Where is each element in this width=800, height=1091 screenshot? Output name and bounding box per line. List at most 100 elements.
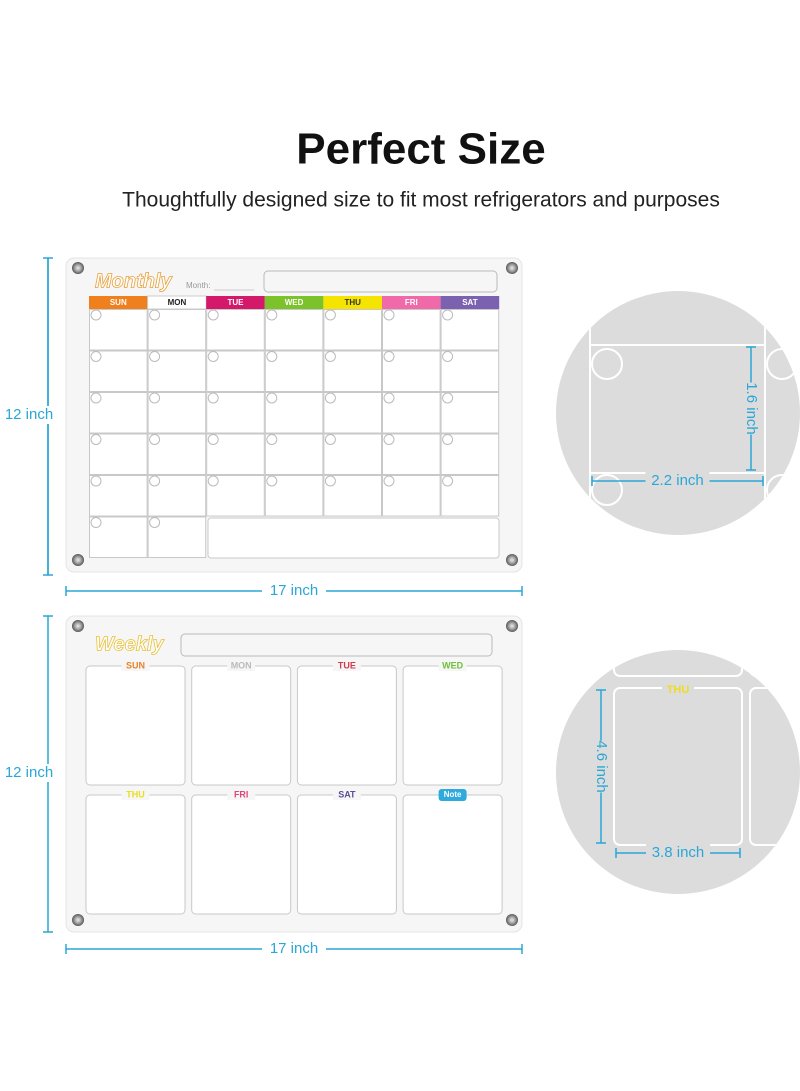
day-cell	[296, 794, 397, 915]
date-circle	[383, 309, 395, 321]
day-cell	[440, 350, 500, 392]
title: Perfect Size	[296, 125, 545, 174]
label-bg	[332, 790, 361, 800]
label-bg	[645, 472, 710, 490]
date-circle	[149, 392, 161, 404]
date-circle	[324, 392, 336, 404]
day-cell	[191, 665, 292, 786]
day-label: THU	[667, 684, 690, 696]
day-label: FRI	[234, 789, 249, 799]
day-label: THU	[126, 789, 145, 799]
month-label: Month:	[186, 281, 210, 290]
label-bg	[262, 582, 326, 600]
dimension-label: 1.6 inch	[743, 382, 760, 435]
date-circle	[266, 351, 278, 362]
date-circle	[90, 475, 102, 487]
date-circle	[383, 434, 395, 445]
day-cell	[264, 309, 324, 351]
day-cell	[89, 475, 148, 517]
day-cell	[191, 794, 292, 915]
label-bg	[662, 683, 694, 695]
day-cell	[206, 350, 265, 392]
date-circle	[442, 351, 454, 362]
logo: Monthly	[95, 270, 173, 292]
day-cell	[402, 665, 503, 786]
day-cell	[440, 392, 500, 434]
date-circle	[383, 351, 395, 362]
date-circle	[207, 392, 219, 404]
day-cell	[89, 516, 148, 558]
day-label: SUN	[126, 660, 145, 670]
day-cell	[323, 350, 382, 392]
day-cell	[89, 350, 148, 392]
day-cell	[382, 350, 441, 392]
date-circle	[90, 309, 102, 321]
zoom-circle	[556, 291, 800, 535]
date-circle	[149, 309, 161, 321]
day-cell	[147, 350, 207, 392]
note-pill	[438, 789, 467, 801]
logo: Weekly	[95, 633, 164, 655]
date-circle	[324, 309, 336, 321]
date-circle	[149, 517, 161, 528]
day-cell	[382, 475, 441, 517]
day-cell	[206, 392, 265, 434]
dimension-label: 17 inch	[270, 582, 318, 599]
label-bg	[121, 661, 150, 671]
day-cell	[296, 665, 397, 786]
date-circle	[442, 392, 454, 404]
date-circle	[324, 351, 336, 362]
date-circle	[266, 392, 278, 404]
date-circle	[383, 475, 395, 487]
day-cell	[382, 309, 441, 351]
date-circle	[90, 434, 102, 445]
dimension-label: 12 inch	[5, 406, 53, 423]
date-circle	[207, 475, 219, 487]
note-box	[180, 633, 493, 657]
day-cell	[206, 433, 265, 475]
day-label: TUE	[338, 660, 356, 670]
day-cell	[89, 433, 148, 475]
date-circle	[591, 474, 623, 506]
day-cell	[147, 392, 207, 434]
date-circle	[266, 309, 278, 321]
date-circle	[90, 392, 102, 404]
day-label: MON	[168, 298, 187, 307]
day-cell	[206, 309, 265, 351]
date-circle	[207, 351, 219, 362]
cell-outline	[613, 650, 743, 677]
dimension-label: 4.6 inch	[593, 740, 610, 793]
day-cell	[206, 475, 265, 517]
date-circle	[207, 434, 219, 445]
day-cell	[402, 794, 503, 915]
date-circle	[90, 351, 102, 362]
day-cell	[264, 350, 324, 392]
day-header	[264, 296, 324, 309]
screw	[506, 914, 518, 926]
day-header	[206, 296, 265, 309]
day-cell	[323, 309, 382, 351]
day-cell	[147, 516, 207, 558]
day-label: SAT	[338, 789, 356, 799]
day-header	[323, 296, 382, 309]
day-cell	[264, 392, 324, 434]
date-circle	[324, 434, 336, 445]
label-bg	[227, 661, 256, 671]
label-bg	[227, 790, 256, 800]
label-bg	[262, 940, 326, 958]
screw	[72, 914, 84, 926]
label-bg	[742, 382, 760, 435]
day-cell	[323, 433, 382, 475]
date-circle	[266, 434, 278, 445]
dimension-label: 12 inch	[5, 764, 53, 781]
day-label: SUN	[110, 298, 127, 307]
screw	[506, 620, 518, 632]
label-bg	[0, 406, 60, 424]
day-cell	[264, 433, 324, 475]
dimension-label: 3.8 inch	[652, 844, 705, 861]
zoom-circle	[556, 650, 800, 894]
day-header	[89, 296, 148, 309]
day-cell	[382, 392, 441, 434]
date-circle	[149, 475, 161, 487]
